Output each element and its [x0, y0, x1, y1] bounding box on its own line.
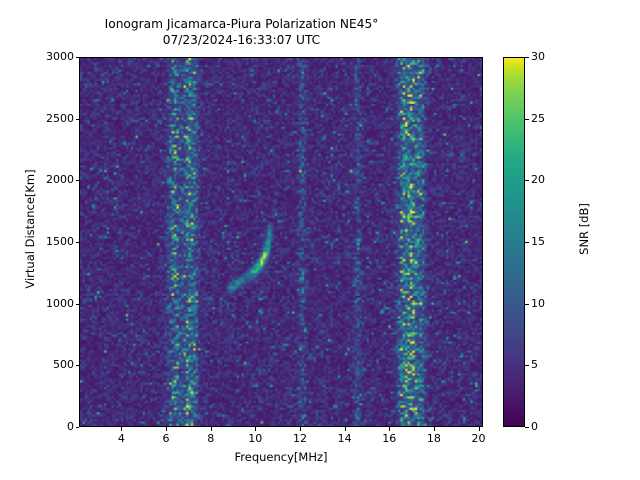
y-tick-label: 0 [67, 420, 74, 433]
colorbar-tick [525, 365, 529, 367]
x-tick [121, 427, 123, 431]
colorbar-tick-label: 10 [531, 296, 545, 310]
x-tick [255, 427, 257, 431]
x-tick [389, 427, 391, 431]
x-tick-label: 18 [426, 432, 441, 445]
y-tick [75, 365, 79, 367]
y-tick [75, 180, 79, 182]
colorbar-tick-label: 20 [531, 173, 545, 187]
y-tick-label: 1500 [46, 235, 74, 248]
y-axis-ticks: 0 500 1000 1500 2000 2500 3000 [26, 0, 74, 480]
y-tick [75, 242, 79, 243]
x-tick-label: 16 [382, 432, 397, 445]
y-tick [75, 427, 79, 428]
title-line-2: 07/23/2024-16:33:07 UTC [162, 33, 321, 47]
x-tick-label: 14 [337, 432, 352, 445]
ionogram-plot-area [79, 57, 483, 427]
x-tick-label: 10 [248, 432, 263, 445]
chart-title: Ionogram Jicamarca-Piura Polarization NE… [0, 16, 483, 48]
y-tick [75, 118, 79, 120]
colorbar-tick-label: 5 [531, 358, 538, 372]
colorbar-label: SNR [dB] [577, 203, 591, 255]
colorbar-tick-label: 25 [531, 111, 545, 125]
x-tick-label: 6 [162, 432, 170, 445]
y-tick-label: 2500 [46, 111, 74, 125]
x-tick-label: 8 [207, 432, 215, 445]
x-tick [344, 427, 346, 431]
colorbar-tick-label: 0 [531, 420, 538, 433]
colorbar-tick-label: 15 [531, 235, 545, 248]
colorbar-tick [525, 303, 529, 305]
title-line-1: Ionogram Jicamarca-Piura Polarization NE… [104, 17, 379, 31]
x-tick-label: 20 [471, 432, 486, 445]
y-axis-label: Virtual Distance[Km] [23, 169, 37, 289]
y-tick-label: 2000 [46, 173, 74, 187]
x-tick-label: 4 [117, 432, 125, 445]
x-tick [433, 427, 435, 431]
y-tick [75, 303, 79, 305]
colorbar-tick [525, 242, 529, 243]
x-tick [478, 427, 480, 431]
x-tick-label: 12 [293, 432, 307, 445]
ionogram-heatmap-canvas [80, 58, 482, 426]
colorbar-tick [525, 118, 529, 120]
y-tick-label: 1000 [46, 296, 74, 310]
colorbar-tick [525, 57, 529, 58]
x-tick [166, 427, 167, 431]
colorbar [503, 57, 525, 427]
x-axis-label: Frequency[MHz] [234, 450, 328, 464]
colorbar-tick [525, 427, 529, 428]
colorbar-tick [525, 180, 529, 182]
y-tick-label: 3000 [46, 50, 74, 63]
x-tick [300, 427, 301, 431]
x-tick [210, 427, 212, 431]
colorbar-tick-label: 30 [531, 50, 545, 63]
y-tick-label: 500 [53, 358, 74, 372]
y-tick [75, 57, 79, 58]
